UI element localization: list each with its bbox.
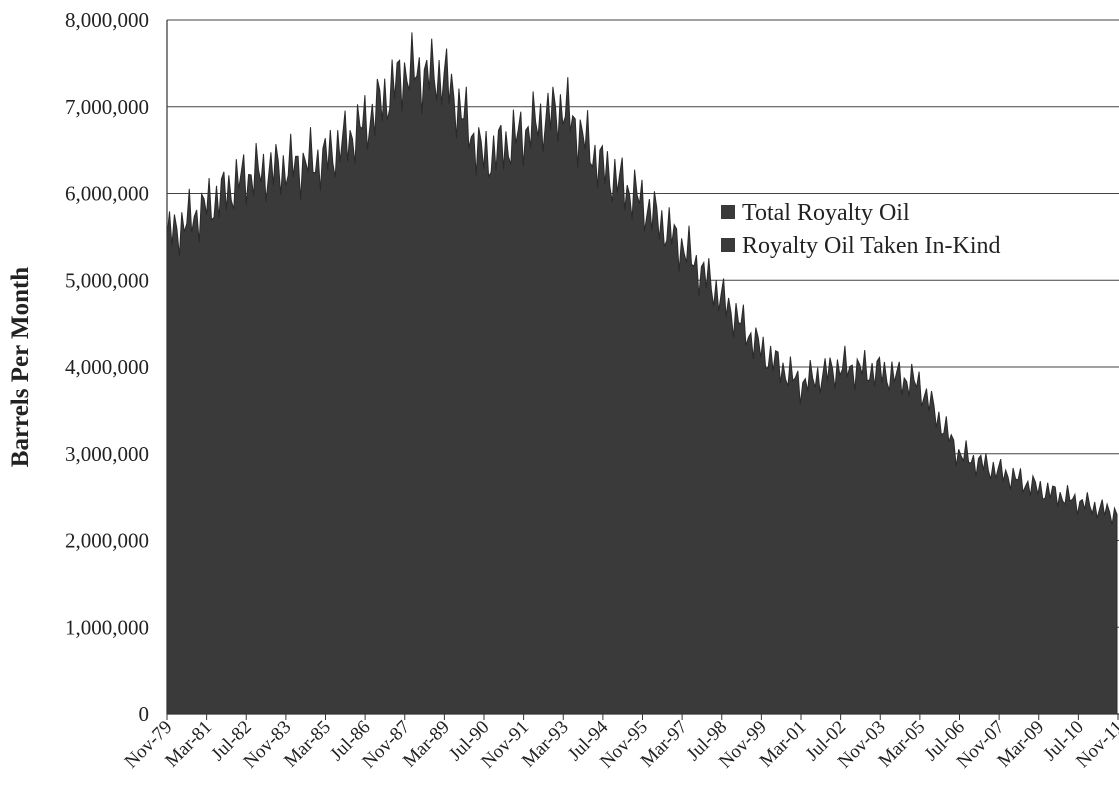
y-tick-label: 1,000,000 bbox=[65, 615, 149, 639]
y-tick-label: 2,000,000 bbox=[65, 529, 149, 553]
y-axis-ticks: 0 1,000,000 2,000,000 3,000,000 4,000,000 5,0… bbox=[65, 8, 149, 726]
x-axis-ticks: Nov-79Mar-81Jul-82Nov-83Mar-85Jul-86Nov-… bbox=[121, 714, 1119, 773]
series-area-total-royalty-oil bbox=[166, 32, 1118, 715]
y-tick-label: 0 bbox=[139, 702, 150, 726]
legend-label: Royalty Oil Taken In-Kind bbox=[742, 233, 1001, 259]
y-tick-label: 8,000,000 bbox=[65, 8, 149, 32]
legend-swatch bbox=[721, 238, 735, 252]
y-tick-label: 3,000,000 bbox=[65, 442, 149, 466]
legend-swatch bbox=[721, 205, 735, 219]
legend-label: Total Royalty Oil bbox=[742, 200, 910, 226]
y-tick-label: 4,000,000 bbox=[65, 355, 149, 379]
y-axis-label: Barrels Per Month bbox=[7, 267, 34, 468]
y-tick-label: 6,000,000 bbox=[65, 182, 149, 206]
y-tick-label: 5,000,000 bbox=[65, 268, 149, 292]
y-tick-label: 7,000,000 bbox=[65, 95, 149, 119]
legend: Total Royalty Oil Royalty Oil Taken In-Ki… bbox=[721, 200, 1001, 259]
